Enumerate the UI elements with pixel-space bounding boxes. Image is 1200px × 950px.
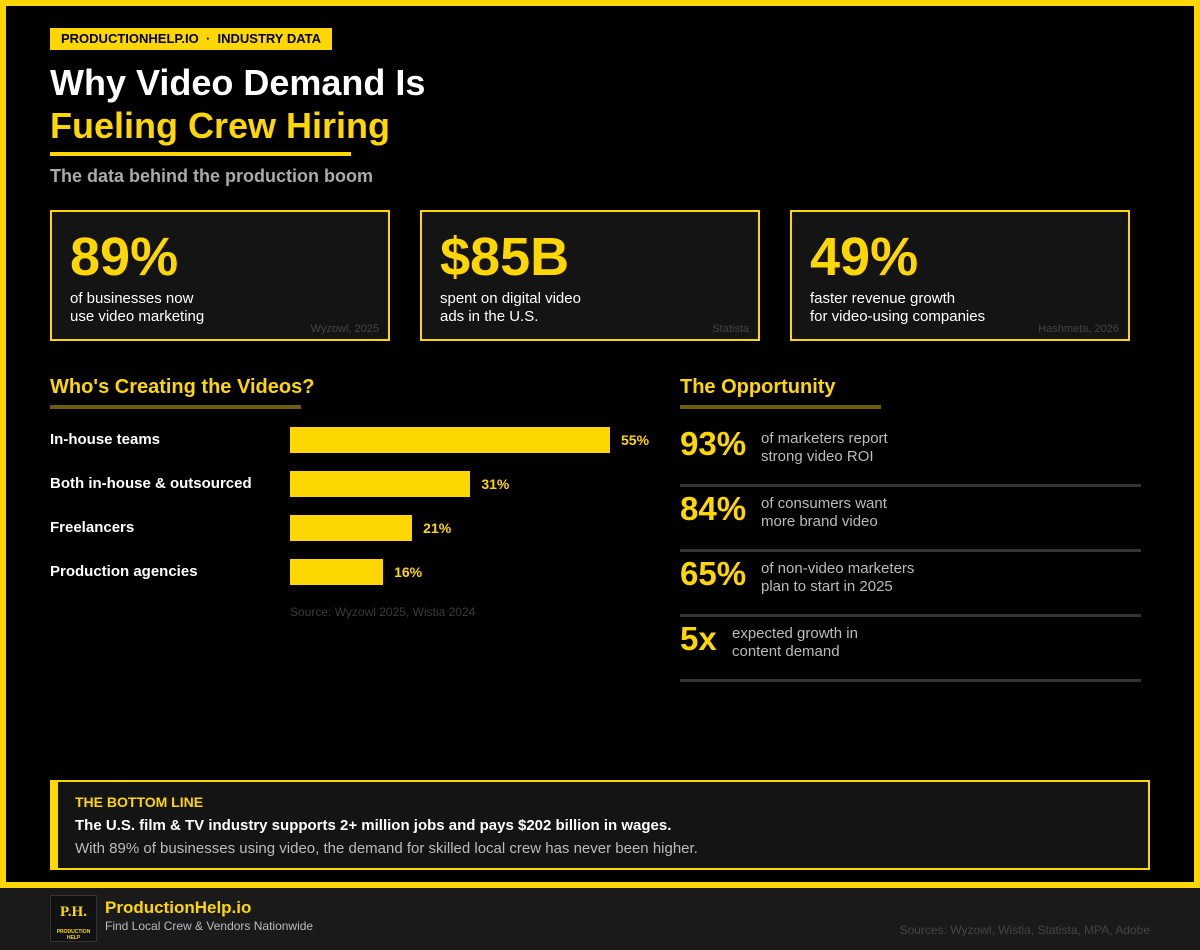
bar (290, 515, 413, 541)
opportunity-text: of marketers report (761, 430, 888, 447)
section-underline (680, 405, 881, 409)
stat-description: of businesses now use video marketing (70, 290, 310, 326)
bar (290, 559, 384, 585)
bottom-line-note: With 89% of businesses using video, the … (75, 840, 698, 857)
footer-sources: Sources: Wyzowl, Wistia, Statista, MPA, … (899, 923, 1150, 937)
stat-card: 89% of businesses now use video marketing W… (50, 210, 390, 341)
title-highlight: Fueling Crew Hiring (50, 105, 391, 146)
stat-source: Wyzowl, 2025 (310, 323, 379, 335)
stat-value: 49% (810, 227, 919, 287)
section-title: The Opportunity (680, 376, 836, 398)
opportunity-text: of consumers want (761, 495, 887, 512)
tag: PRODUCTIONHELP.IO · INDUSTRY DATA (50, 28, 333, 50)
bar-label: Freelancers (50, 519, 135, 536)
opportunity-text: more brand video (761, 513, 878, 530)
separator (680, 484, 1141, 487)
opportunity-value: 93% (680, 425, 747, 462)
bar-label: In-house teams (50, 431, 161, 448)
logo-initials: P.H. (60, 904, 87, 920)
opportunity-value: 65% (680, 555, 747, 592)
stat-text: use video marketing (70, 308, 205, 325)
logo: P.H. PRODUCTION HELP (50, 895, 97, 942)
opportunity-text: strong video ROI (761, 448, 874, 465)
opportunity-description: of non-video marketers plan to start in 2… (761, 560, 914, 596)
stat-card: $85B spent on digital video ads in the U.S… (420, 210, 760, 341)
bar-label: Both in-house & outsourced (50, 475, 252, 492)
separator (680, 549, 1141, 552)
stat-description: faster revenue growth for video-using com… (810, 290, 1050, 326)
stat-card: 49% faster revenue growth for video-using … (790, 210, 1130, 341)
title-underline (50, 152, 351, 156)
footer (0, 888, 1200, 950)
bar-value: 16% (394, 564, 423, 580)
subtitle: The data behind the production boom (50, 166, 373, 186)
stat-source: Hashmeta, 2026 (1038, 323, 1119, 335)
opportunity-value: 5x (680, 620, 717, 657)
opportunity-text: plan to start in 2025 (761, 578, 893, 595)
bar-label: Production agencies (50, 563, 198, 580)
bar-value: 21% (423, 520, 452, 536)
bottom-line-label: THE BOTTOM LINE (75, 794, 204, 810)
bar (290, 427, 610, 453)
stat-text: ads in the U.S. (440, 308, 539, 325)
opportunity-text: expected growth in (732, 625, 858, 642)
opportunity-value: 84% (680, 490, 747, 527)
opportunity-text: of non-video marketers (761, 560, 915, 577)
stat-text: spent on digital video (440, 290, 581, 307)
separator (680, 614, 1141, 617)
section-title: Who's Creating the Videos? (50, 376, 315, 398)
opportunity-description: of consumers want more brand video (761, 495, 887, 531)
bottom-line-box: THE BOTTOM LINE The U.S. film & TV indus… (50, 780, 1150, 870)
opportunity-text: content demand (732, 643, 840, 660)
title: Why Video Demand Is (50, 62, 426, 103)
stat-description: spent on digital video ads in the U.S. (440, 290, 680, 326)
bar-value: 55% (621, 432, 650, 448)
opportunity-description: of marketers report strong video ROI (761, 430, 888, 466)
tagline: Find Local Crew & Vendors Nationwide (105, 919, 314, 933)
logo-text: PRODUCTION HELP (56, 929, 91, 941)
frame (0, 0, 1200, 888)
bar-value: 31% (481, 476, 510, 492)
section-underline (50, 405, 301, 409)
stat-text: faster revenue growth (810, 290, 956, 307)
stat-text: for video-using companies (810, 308, 986, 325)
bar (290, 471, 471, 497)
stat-source: Statista (712, 323, 749, 335)
stat-text: of businesses now (70, 290, 194, 307)
brand: ProductionHelp.io (105, 898, 252, 917)
stat-value: $85B (440, 227, 570, 287)
bottom-line-headline: The U.S. film & TV industry supports 2+ … (75, 817, 672, 834)
chart-source: Source: Wyzowl 2025, Wistia 2024 (290, 605, 476, 619)
stat-value: 89% (70, 227, 179, 287)
opportunity-description: expected growth in content demand (732, 625, 858, 661)
separator (680, 679, 1141, 682)
